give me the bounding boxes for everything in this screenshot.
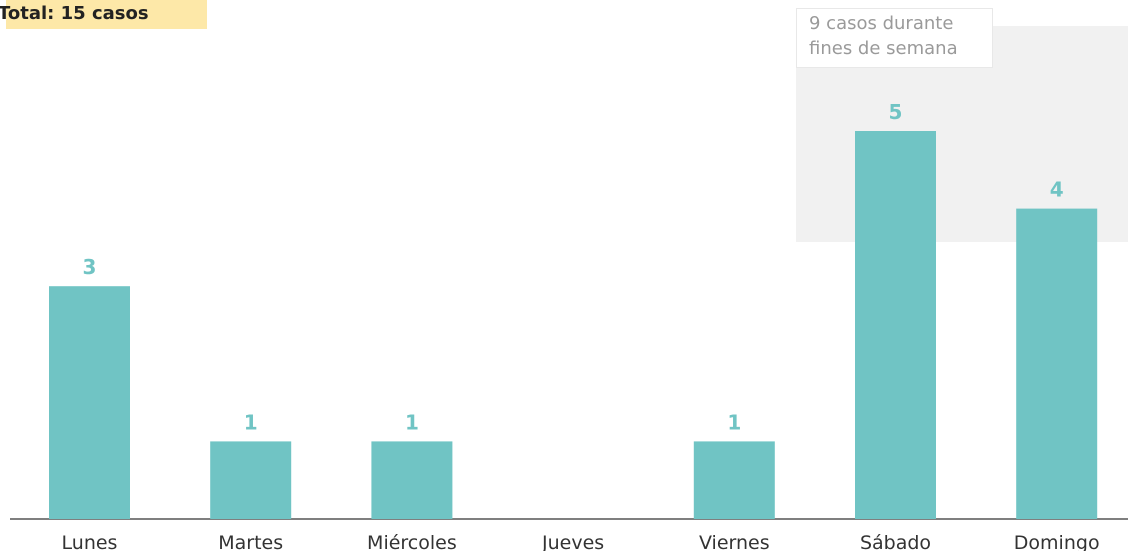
bar-1: [210, 441, 292, 519]
category-label-4: Viernes: [699, 532, 770, 551]
value-label-6: 4: [1050, 178, 1064, 202]
bars-group: [49, 131, 1098, 519]
category-label-6: Domingo: [1014, 532, 1100, 551]
category-labels-group: Lunes Martes Miércoles Jueves Viernes Sábado D…: [62, 532, 1100, 551]
category-label-3: Jueves: [541, 532, 604, 551]
bar-0: [49, 286, 130, 519]
bar-2: [371, 441, 453, 519]
value-label-2: 1: [405, 410, 419, 434]
value-label-1: 1: [244, 410, 258, 434]
bar-6: [1016, 208, 1098, 519]
category-label-1: Martes: [218, 532, 283, 551]
value-label-4: 1: [727, 410, 741, 434]
value-label-0: 3: [83, 255, 97, 279]
weekend-annotation: 9 casos durante fines de semana: [796, 8, 993, 68]
category-label-5: Sábado: [860, 532, 931, 551]
value-label-5: 5: [889, 100, 903, 124]
total-badge: Total: 15 casos: [0, 0, 207, 29]
value-labels-group: 3 1 1 1 5 4: [83, 100, 1064, 434]
category-label-0: Lunes: [62, 532, 118, 551]
category-label-2: Miércoles: [367, 532, 457, 551]
bar-4: [693, 441, 775, 519]
bar-5: [855, 131, 936, 519]
